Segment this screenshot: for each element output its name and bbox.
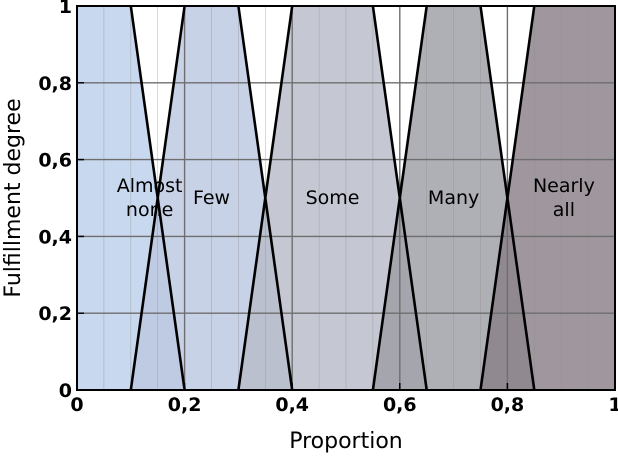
set-label-almost-none: Almost none [117,175,183,221]
edge-few [129,5,186,391]
x-tick-label: 0,6 [383,394,417,416]
x-tick-label: 0,8 [491,394,525,416]
set-label-nearly-all: Nearly all [533,175,595,221]
y-tick-label: 0,4 [38,226,72,248]
y-axis-label: Fulfillment degree [1,98,26,297]
edge-some [237,5,294,391]
area-some [238,6,427,390]
x-tick-label: 0,2 [168,394,202,416]
y-tick-label: 1 [59,0,72,18]
plot-frame [76,5,616,391]
y-tick-label: 0,2 [38,303,72,325]
edge-nearly-all [479,5,536,391]
x-tick-label: 1 [608,394,618,416]
area-nearly-all [480,6,615,390]
edge-many [371,5,428,391]
set-label-some: Some [306,187,360,209]
set-labels: Almost none Few Some Many Nearly all [117,175,595,221]
y-tick-label: 0,6 [38,150,72,172]
y-tick-label: 0,8 [38,73,72,95]
axis-ticks: 0 0,2 0,4 0,6 0,8 1 0 0,2 0,4 0,6 0,8 1 [38,0,618,416]
x-tick-label: 0 [70,394,83,416]
x-tick-label: 0,4 [275,394,309,416]
x-axis-label: Proportion [289,429,403,454]
membership-lines [129,5,536,391]
set-label-few: Few [193,187,230,209]
y-tick-label: 0 [59,380,72,402]
set-label-many: Many [428,187,479,209]
